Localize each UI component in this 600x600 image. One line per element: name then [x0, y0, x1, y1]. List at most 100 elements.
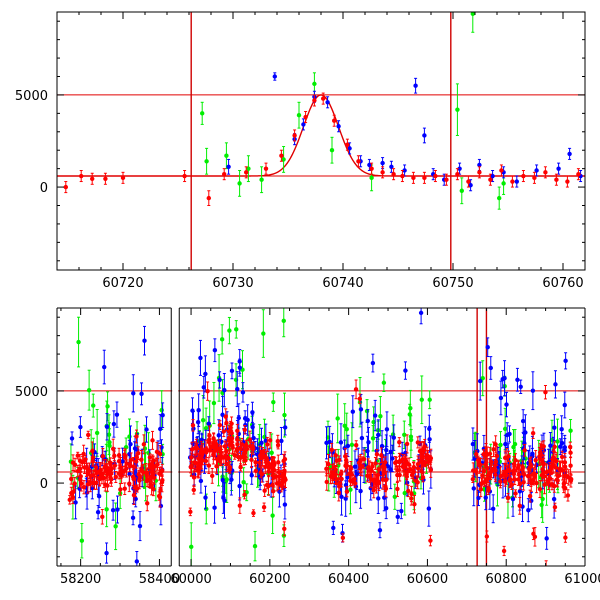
data-point-red: [528, 464, 534, 469]
data-point-blue: [498, 395, 504, 401]
data-point-red: [400, 464, 406, 469]
data-point-blue: [212, 505, 217, 510]
data-point-red: [275, 442, 281, 448]
data-point-red: [522, 448, 527, 453]
data-point-red: [369, 166, 374, 171]
data-point-green: [203, 425, 209, 431]
data-point-red: [199, 447, 204, 452]
data-point-green: [459, 188, 464, 193]
data-point-blue: [229, 368, 235, 374]
data-point-red: [415, 440, 421, 445]
data-point-green: [224, 153, 229, 158]
data-point-red: [519, 467, 525, 472]
data-point-green: [123, 444, 129, 450]
data-point-blue: [237, 483, 242, 489]
data-point-red: [276, 481, 281, 486]
data-point-red: [261, 505, 267, 510]
data-point-red: [277, 474, 282, 479]
data-point-red: [551, 455, 556, 460]
data-point-red: [411, 175, 416, 181]
data-point-blue: [504, 402, 509, 407]
data-point-green: [501, 181, 506, 186]
data-point-red: [242, 427, 247, 432]
data-point-green: [200, 111, 205, 116]
data-point-red: [205, 388, 210, 394]
data-point-red: [333, 467, 338, 472]
data-point-blue: [137, 523, 143, 529]
data-point-red: [565, 179, 570, 184]
data-point-red: [229, 439, 234, 444]
data-point-blue: [222, 387, 227, 393]
data-point-red: [243, 458, 248, 463]
data-point-red: [239, 442, 245, 447]
data-point-blue: [158, 503, 164, 509]
data-point-blue: [377, 527, 383, 533]
data-point-red: [332, 118, 337, 123]
data-point-blue: [562, 402, 567, 408]
data-point-red: [511, 468, 516, 474]
data-point-red: [250, 444, 255, 449]
data-point-green: [502, 426, 508, 432]
x-tick-label: 60800: [486, 572, 527, 587]
data-point-green: [349, 442, 355, 448]
data-point-red: [415, 462, 421, 467]
data-point-blue: [69, 436, 75, 441]
data-point-red: [537, 486, 543, 492]
data-point-blue: [95, 509, 101, 515]
data-point-blue: [131, 391, 136, 396]
data-point-red: [493, 462, 498, 468]
data-point-red: [552, 444, 557, 450]
data-point-red: [345, 142, 350, 147]
data-point-red: [564, 473, 569, 479]
data-point-blue: [515, 377, 520, 382]
data-point-red: [149, 483, 154, 488]
data-point-blue: [556, 166, 561, 171]
data-point-red: [79, 173, 84, 179]
data-point-blue: [201, 385, 206, 390]
data-point-red: [149, 470, 155, 475]
data-point-blue: [366, 440, 371, 445]
series-blue: [226, 72, 583, 192]
data-point-red: [510, 179, 515, 184]
data-point-blue: [477, 378, 483, 384]
data-point-red: [197, 463, 203, 468]
data-point-blue: [370, 360, 376, 366]
data-point-red: [527, 493, 533, 499]
plot-frame: [56, 11, 586, 271]
data-point-red: [529, 481, 534, 486]
data-point-red: [247, 437, 253, 442]
data-point-red: [86, 432, 91, 438]
data-point-blue: [490, 506, 496, 511]
data-point-blue: [367, 162, 372, 168]
x-tick-label: 60600: [407, 572, 448, 587]
data-point-blue: [195, 420, 201, 425]
data-point-red: [521, 472, 527, 477]
data-point-red: [400, 457, 405, 462]
data-point-red: [391, 171, 396, 177]
data-point-red: [82, 465, 87, 470]
data-point-blue: [272, 74, 277, 79]
data-point-blue: [96, 494, 102, 499]
data-point-green: [269, 450, 274, 456]
data-point-red: [122, 468, 128, 473]
data-point-green: [241, 480, 246, 485]
data-point-red: [339, 476, 344, 482]
data-point-red: [280, 479, 285, 484]
data-point-red: [206, 437, 212, 442]
data-point-red: [90, 176, 95, 181]
data-point-red: [80, 459, 85, 465]
data-point-blue: [352, 464, 358, 469]
data-point-green: [261, 331, 266, 336]
data-point-blue: [504, 432, 510, 438]
data-point-red: [209, 444, 214, 450]
data-point-blue: [139, 391, 144, 397]
data-point-red: [204, 449, 209, 455]
data-point-green: [381, 380, 387, 385]
data-point-red: [150, 438, 155, 443]
data-point-red: [189, 455, 194, 460]
data-point-blue: [422, 133, 427, 138]
data-point-blue: [114, 412, 120, 417]
data-point-blue: [517, 489, 523, 494]
data-point-red: [334, 458, 339, 464]
data-point-red: [557, 466, 562, 472]
